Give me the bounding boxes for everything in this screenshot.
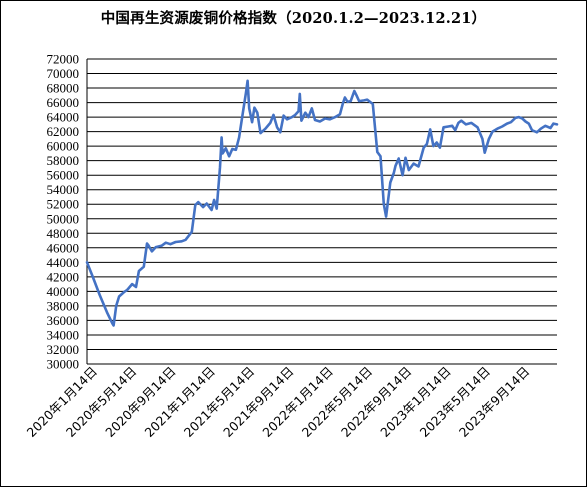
y-tick-label: 36000 [47, 313, 80, 328]
y-tick-label: 58000 [47, 153, 80, 168]
x-tick-label: 2021年1月14日 [142, 364, 218, 440]
x-tick-label: 2023年5月14日 [417, 364, 493, 440]
y-tick-label: 70000 [47, 66, 80, 81]
x-tick-label: 2023年1月14日 [377, 364, 453, 440]
y-tick-label: 46000 [47, 240, 80, 255]
y-tick-label: 48000 [47, 226, 80, 241]
y-tick-label: 72000 [47, 52, 80, 67]
chart-title: 中国再生资源废铜价格指数（2020.1.2—2023.12.21） [100, 10, 487, 27]
y-tick-label: 56000 [47, 168, 80, 183]
y-tick-label: 30000 [47, 357, 80, 372]
y-tick-label: 42000 [47, 269, 80, 284]
x-tick-label: 2020年1月14日 [24, 364, 100, 440]
y-tick-label: 54000 [47, 182, 80, 197]
y-tick-label: 62000 [47, 124, 80, 139]
x-tick-label: 2020年5月14日 [63, 364, 139, 440]
y-tick-label: 32000 [47, 342, 80, 357]
y-tick-label: 68000 [47, 81, 80, 96]
y-tick-label: 60000 [47, 139, 80, 154]
y-tick-label: 66000 [47, 95, 80, 110]
y-tick-label: 34000 [47, 327, 80, 342]
y-tick-label: 44000 [47, 255, 80, 270]
x-tick-label: 2022年9月14日 [338, 364, 414, 440]
price-index-line [85, 79, 559, 327]
y-tick-label: 38000 [47, 298, 80, 313]
x-tick-label: 2022年1月14日 [259, 364, 335, 440]
x-tick-label: 2023年9月14日 [456, 364, 532, 440]
x-tick-label: 2021年5月14日 [181, 364, 257, 440]
x-tick-label: 2021年9月14日 [220, 364, 296, 440]
x-tick-label: 2022年5月14日 [299, 364, 375, 440]
y-tick-label: 50000 [47, 211, 80, 226]
y-tick-label: 64000 [47, 110, 80, 125]
y-tick-label: 52000 [47, 197, 80, 212]
y-tick-label: 40000 [47, 284, 80, 299]
x-tick-label: 2020年9月14日 [102, 364, 178, 440]
